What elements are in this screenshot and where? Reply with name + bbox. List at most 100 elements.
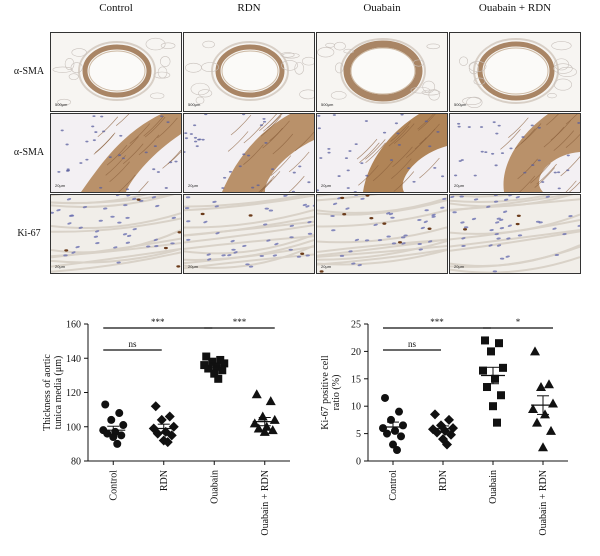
data-point xyxy=(393,446,401,455)
significance-label: *** xyxy=(430,317,444,327)
y-axis-label: Thickness of aortic xyxy=(42,354,53,431)
micrograph-image xyxy=(51,195,181,273)
data-point xyxy=(381,393,389,402)
micrograph-control-row1: 500μm xyxy=(50,32,182,112)
micrograph-image xyxy=(317,114,447,192)
column-header-ouabain-rdn: Ouabain + RDN xyxy=(478,2,552,14)
data-point xyxy=(495,339,503,348)
scale-bar-label: 20μm xyxy=(188,183,199,188)
data-point xyxy=(432,427,442,438)
data-point xyxy=(164,411,175,422)
data-point xyxy=(107,415,116,424)
data-point xyxy=(391,426,399,435)
data-point xyxy=(538,442,548,452)
scale-bar-label: 20μm xyxy=(188,264,199,269)
scale-bar-label: 20μm xyxy=(454,183,465,188)
y-tick-label: 80 xyxy=(71,457,81,468)
y-tick-label: 20 xyxy=(351,347,361,358)
data-point xyxy=(395,407,403,416)
data-point xyxy=(267,425,278,435)
data-point xyxy=(444,414,454,425)
y-tick-label: 120 xyxy=(66,388,81,399)
row-label-ki67: Ki-67 xyxy=(17,228,41,239)
data-point xyxy=(257,411,268,421)
y-axis-label: tunica media (μm) xyxy=(53,356,64,430)
micrograph-ouabain-rdn-row2: 20μm xyxy=(449,113,581,193)
x-tick-label: Ouabain xyxy=(209,470,220,504)
micrograph-control-row3: 20μm xyxy=(50,194,182,274)
data-point xyxy=(210,369,219,378)
data-point xyxy=(536,382,546,392)
micrograph-image xyxy=(317,195,447,273)
x-tick-label: Ouabain xyxy=(488,470,499,504)
data-point xyxy=(548,398,558,408)
column-header-control: Control xyxy=(99,2,133,14)
scale-bar-label: 20μm xyxy=(454,264,465,269)
x-tick-label: Control xyxy=(388,470,399,501)
significance-label: * xyxy=(516,317,521,327)
data-point xyxy=(491,374,499,383)
data-point xyxy=(497,391,505,400)
micrograph-ouabain-rdn-row1: 500μm xyxy=(449,32,581,112)
significance-label: ns xyxy=(408,339,417,349)
data-point xyxy=(544,379,554,389)
y-axis-label: Ki-67 positive cell xyxy=(320,355,331,430)
micrograph-image xyxy=(317,33,447,111)
micrograph-ouabain-rdn-row3: 20μm xyxy=(449,194,581,274)
data-point xyxy=(214,374,223,383)
chart-2: 0 5 10 15 20 25 Ki-67 positive cell ratio (%) Co… xyxy=(320,317,568,536)
data-point xyxy=(546,425,556,435)
data-point xyxy=(251,389,262,399)
data-point xyxy=(152,428,163,439)
y-axis-label: ratio (%) xyxy=(331,375,342,411)
micrograph-rdn-row3: 20μm xyxy=(183,194,315,274)
data-point xyxy=(540,409,550,419)
micrograph-image xyxy=(450,195,580,273)
scale-bar-label: 500μm xyxy=(321,102,334,107)
micrograph-image xyxy=(51,114,181,192)
significance-label: ns xyxy=(128,339,137,349)
data-point xyxy=(249,418,260,428)
data-point xyxy=(387,415,395,424)
data-point xyxy=(119,421,128,430)
scale-bar-label: 20μm xyxy=(55,183,66,188)
data-point xyxy=(499,363,507,372)
data-point xyxy=(204,364,213,373)
micrograph-image xyxy=(184,114,314,192)
data-point xyxy=(208,357,217,366)
x-tick-label: Ouabain + RDN xyxy=(538,470,549,536)
micrograph-image xyxy=(450,114,580,192)
micrograph-ouabain-row2: 20μm xyxy=(316,113,448,193)
x-tick-label: RDN xyxy=(438,470,449,491)
row-label-asma-low: α-SMA xyxy=(13,66,45,77)
data-point xyxy=(109,433,118,442)
micrograph-image xyxy=(51,33,181,111)
data-point xyxy=(436,420,446,431)
data-point xyxy=(158,435,169,446)
y-tick-label: 140 xyxy=(66,354,81,365)
micrograph-control-row2: 20μm xyxy=(50,113,182,193)
data-point xyxy=(101,400,110,409)
x-tick-label: Control xyxy=(108,470,119,501)
row-label-asma-high: α-SMA xyxy=(13,147,45,158)
data-point xyxy=(113,439,122,448)
micrograph-image xyxy=(184,33,314,111)
y-tick-label: 10 xyxy=(351,402,361,413)
data-point xyxy=(220,359,229,368)
micrograph-image xyxy=(450,33,580,111)
micrograph-image xyxy=(184,195,314,273)
data-point xyxy=(532,417,542,427)
data-point xyxy=(481,336,489,345)
micrograph-ouabain-row1: 500μm xyxy=(316,32,448,112)
scale-bar-label: 20μm xyxy=(321,183,332,188)
scale-bar-label: 500μm xyxy=(454,102,467,107)
y-tick-label: 15 xyxy=(351,374,361,385)
data-point xyxy=(265,396,276,406)
data-point xyxy=(103,429,112,438)
data-point xyxy=(446,429,456,440)
micrograph-ouabain-row3: 20μm xyxy=(316,194,448,274)
column-header-ouabain: Ouabain xyxy=(363,2,401,14)
data-point xyxy=(379,424,387,433)
scale-bar-label: 500μm xyxy=(55,102,68,107)
